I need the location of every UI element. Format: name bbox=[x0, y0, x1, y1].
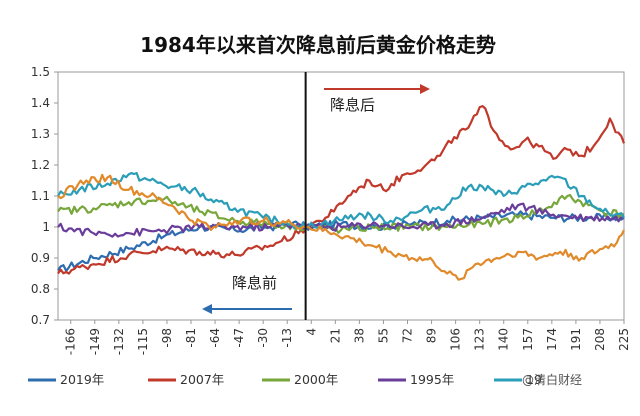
x-tick-label: -30 bbox=[256, 328, 270, 348]
x-tick-label: 106 bbox=[449, 328, 463, 351]
after-arrow-head bbox=[420, 84, 430, 94]
x-tick-label: -81 bbox=[184, 328, 198, 348]
x-tick-label: 191 bbox=[569, 328, 583, 351]
x-tick-label: -166 bbox=[64, 328, 78, 355]
y-tick-label: 1.1 bbox=[31, 189, 50, 203]
x-tick-label: -47 bbox=[232, 328, 246, 348]
x-tick-label: -149 bbox=[88, 328, 102, 355]
y-axis: 0.7 0.8 0.9 1 1.1 1.2 1.3 1.4 1.5 bbox=[31, 65, 58, 327]
y-tick-label: 1.2 bbox=[31, 158, 50, 172]
y-tick-label: 0.8 bbox=[31, 282, 50, 296]
x-tick-label: 89 bbox=[425, 328, 439, 343]
annotation-before: 降息前 bbox=[232, 274, 277, 292]
x-tick-label: 174 bbox=[545, 328, 559, 351]
x-tick-label: 4 bbox=[304, 328, 318, 336]
x-tick-label: 72 bbox=[401, 328, 415, 343]
x-tick-label: 157 bbox=[521, 328, 535, 351]
y-tick-label: 1 bbox=[42, 220, 50, 234]
series-line bbox=[57, 173, 625, 281]
x-tick-label: -115 bbox=[136, 328, 150, 355]
y-tick-label: 1.5 bbox=[31, 65, 50, 79]
x-tick-label: -98 bbox=[160, 328, 174, 348]
x-tick-label: 140 bbox=[497, 328, 511, 351]
y-tick-label: 0.9 bbox=[31, 251, 50, 265]
x-tick-label: 38 bbox=[352, 328, 366, 343]
legend-label: 2007年 bbox=[180, 372, 224, 387]
chart-title: 1984年以来首次降息前后黄金价格走势 bbox=[140, 33, 496, 57]
y-tick-label: 1.4 bbox=[31, 96, 50, 110]
annotation-after: 降息后 bbox=[330, 96, 375, 114]
series-line bbox=[57, 194, 625, 234]
x-tick-label: 208 bbox=[593, 328, 607, 351]
legend-label: 2000年 bbox=[294, 372, 338, 387]
x-tick-label: 21 bbox=[328, 328, 342, 343]
series-line bbox=[57, 172, 625, 230]
legend-label: 1995年 bbox=[410, 372, 454, 387]
x-tick-label: 225 bbox=[617, 328, 631, 351]
series-line bbox=[57, 202, 625, 238]
legend-label: 2019年 bbox=[60, 372, 104, 387]
y-tick-label: 0.7 bbox=[31, 313, 50, 327]
x-tick-label: -64 bbox=[208, 328, 222, 348]
series-layer bbox=[57, 104, 626, 281]
series-line bbox=[57, 104, 626, 275]
legend: 2019年 2007年 2000年 1995年 19 bbox=[28, 372, 542, 387]
watermark: @清白财经 bbox=[522, 372, 582, 387]
x-tick-label: -132 bbox=[112, 328, 126, 355]
y-tick-label: 1.3 bbox=[31, 127, 50, 141]
before-arrow-head bbox=[202, 304, 212, 314]
legend-label: 19 bbox=[526, 372, 542, 387]
x-tick-label: 55 bbox=[376, 328, 390, 343]
x-axis: -166 -149 -132 -115 -98 -81 -64 -47 -30 -13 4 21 38 5… bbox=[64, 320, 631, 355]
x-tick-label: 123 bbox=[473, 328, 487, 351]
x-tick-label: -13 bbox=[280, 328, 294, 348]
